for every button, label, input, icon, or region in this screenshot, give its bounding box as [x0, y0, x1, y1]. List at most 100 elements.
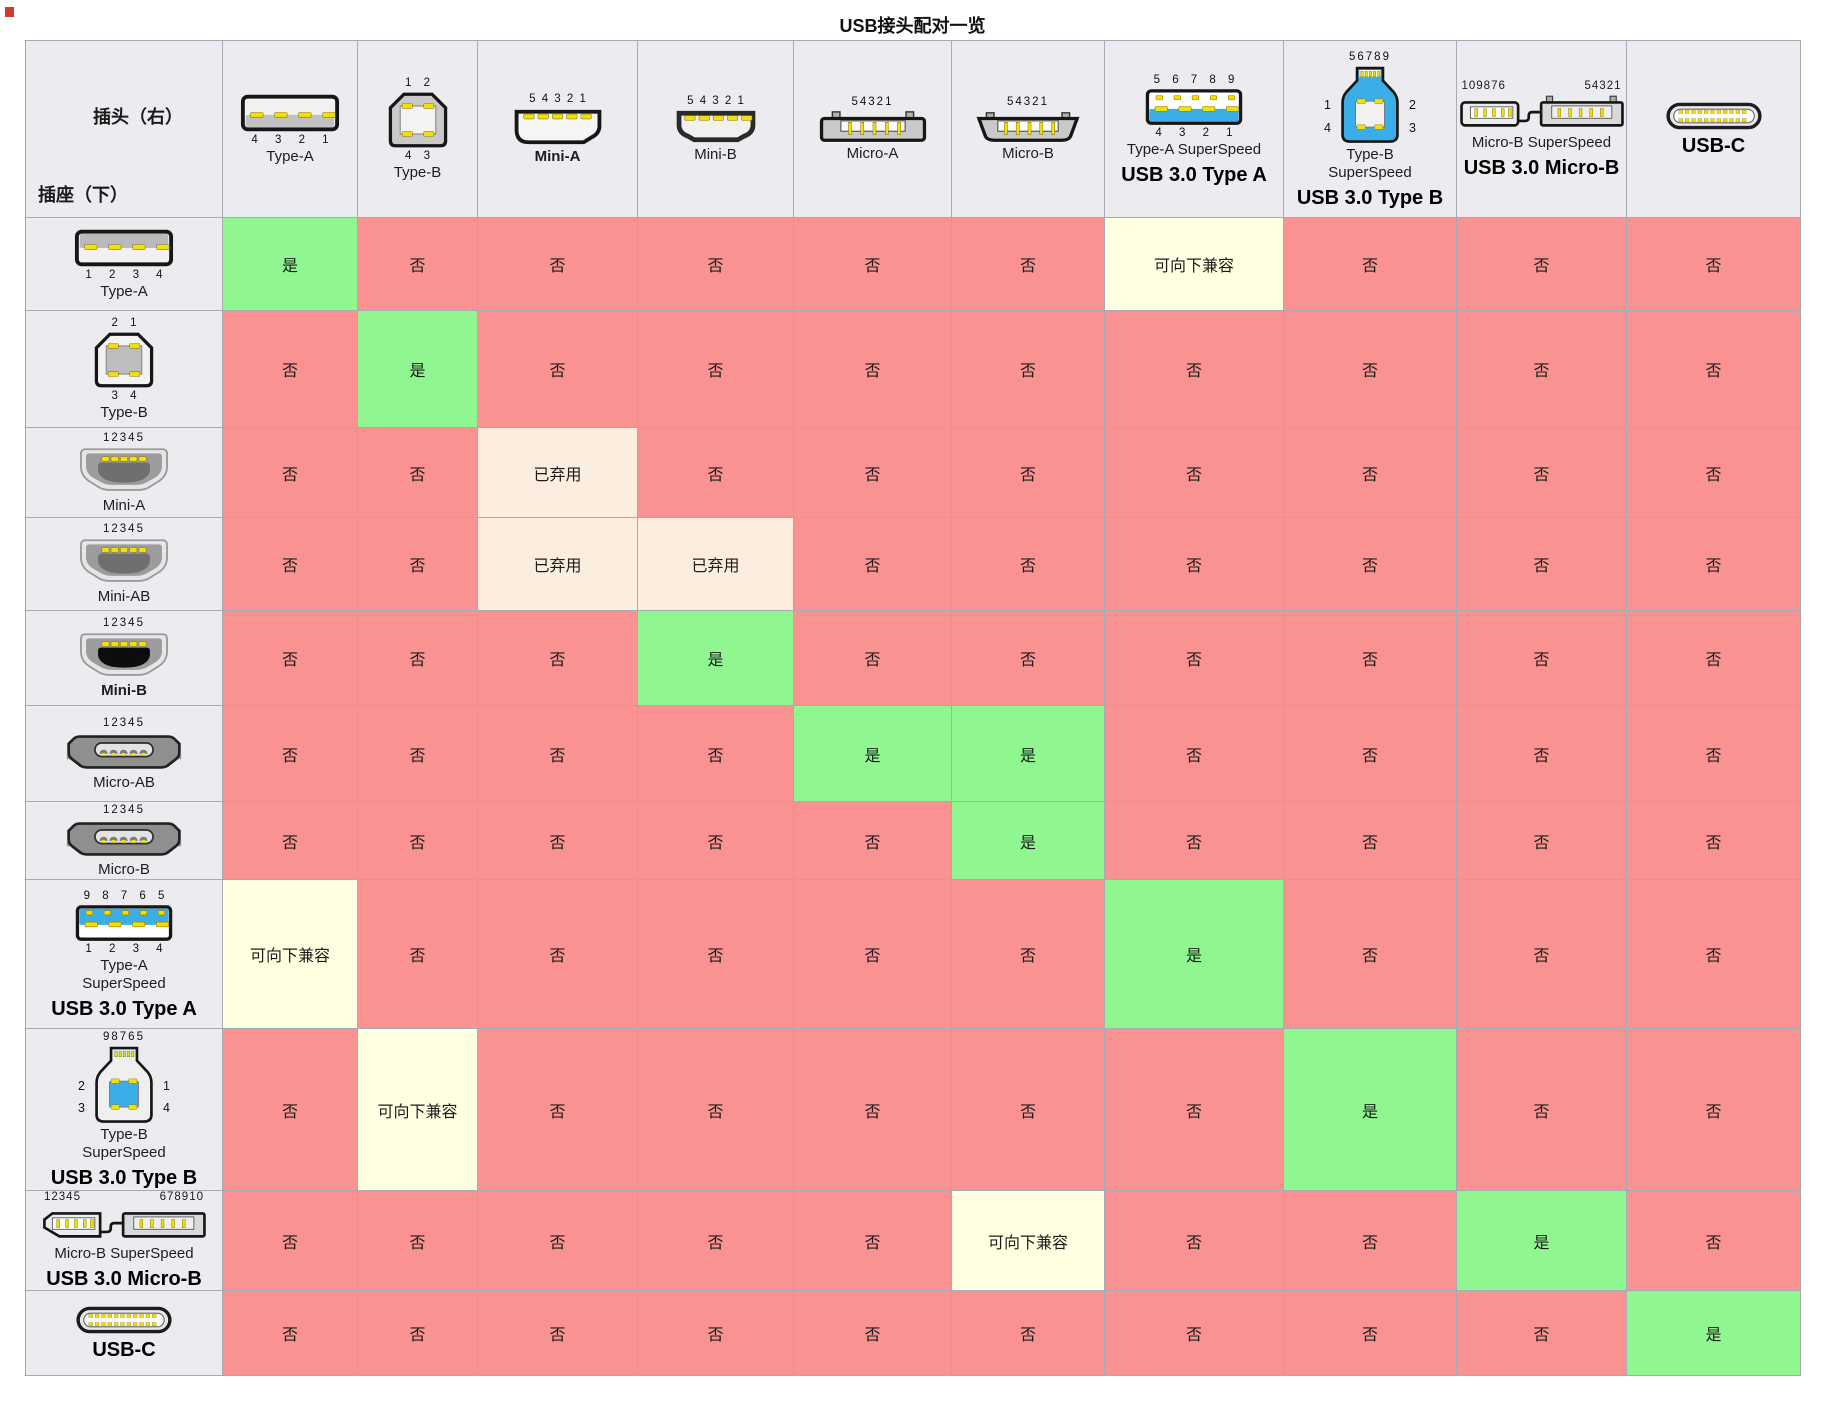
column-header-micro-a-plug: 54321 Micro-A: [793, 40, 952, 218]
cell-mini-a-receptacle-mini-a-plug: 已弃用: [477, 427, 638, 518]
connector-label: Type-A SuperSpeed: [1126, 140, 1262, 158]
pin-numbers-top: 12345: [103, 617, 145, 629]
connector-standard-label: USB-C: [92, 1338, 156, 1361]
cell-micro-ab-receptacle-micro-b-plug: 是: [951, 705, 1105, 802]
cell-micro-ab-receptacle-usb3-micro-b-plug: 否: [1456, 705, 1627, 802]
cell-usb3-micro-b-receptacle-usb3-type-a-plug: 否: [1104, 1190, 1284, 1291]
cell-mini-a-receptacle-micro-b-plug: 否: [951, 427, 1105, 518]
table-row: 98765 2 1 3 4 Type-B SuperSpeed USB 3.0 Ty…: [25, 1028, 1801, 1191]
connector-label: Mini-A: [102, 496, 146, 514]
cell-mini-a-receptacle-usb3-type-b-plug: 否: [1283, 427, 1457, 518]
cell-mini-a-receptacle-type-a-plug: 否: [222, 427, 358, 518]
connector-label: Type-B SuperSpeed: [82, 1126, 166, 1161]
cell-mini-ab-receptacle-type-b-plug: 否: [357, 517, 478, 611]
cell-usb3-type-a-receptacle-micro-b-plug: 否: [951, 879, 1105, 1029]
pin-numbers-left: 12345: [44, 1191, 81, 1203]
cell-usb3-micro-b-receptacle-micro-a-plug: 否: [793, 1190, 952, 1291]
pin-number: 2: [78, 1078, 85, 1093]
micro-ab-receptacle-icon: [65, 731, 183, 773]
pin-numbers-right: 678910: [159, 1191, 204, 1203]
cell-usb3-type-a-receptacle-usb-c-plug: 否: [1626, 879, 1801, 1029]
cell-micro-ab-receptacle-mini-a-plug: 否: [477, 705, 638, 802]
type-b-receptacle-icon: [93, 331, 155, 389]
cell-type-b-receptacle-usb3-type-b-plug: 否: [1283, 310, 1457, 428]
table-row: 12345 Mini-A 否否已弃用否否否否否否否: [25, 427, 1801, 518]
cell-micro-ab-receptacle-usb-c-plug: 否: [1626, 705, 1801, 802]
row-header-micro-ab-receptacle: 12345 Micro-AB: [25, 705, 223, 802]
cell-usb-c-receptacle-mini-b-plug: 否: [637, 1290, 794, 1376]
connector-label: Micro-AB: [93, 773, 155, 791]
cell-mini-a-receptacle-mini-b-plug: 否: [637, 427, 794, 518]
column-header-usb3-type-a-plug: 5 6 7 8 9 4 3 2 1 Type-A SuperSpeed USB 3.…: [1104, 40, 1284, 218]
cell-type-b-receptacle-type-a-plug: 否: [222, 310, 358, 428]
cell-micro-b-receptacle-type-a-plug: 否: [222, 801, 358, 880]
table-row: 2 1 3 4 Type-B 否是否否否否否否否否: [25, 310, 1801, 428]
cell-usb3-micro-b-receptacle-usb3-type-b-plug: 否: [1283, 1190, 1457, 1291]
cell-usb3-type-b-receptacle-usb3-type-a-plug: 否: [1104, 1028, 1284, 1191]
cell-type-b-receptacle-micro-b-plug: 否: [951, 310, 1105, 428]
cell-mini-ab-receptacle-micro-b-plug: 否: [951, 517, 1105, 611]
cell-type-b-receptacle-micro-a-plug: 否: [793, 310, 952, 428]
cell-usb-c-receptacle-type-a-plug: 否: [222, 1290, 358, 1376]
mini-a-receptacle-icon: [77, 446, 171, 496]
table-row: 12345 Micro-B 否否否否否是否否否否: [25, 801, 1801, 880]
cell-usb3-micro-b-receptacle-type-b-plug: 否: [357, 1190, 478, 1291]
cell-mini-a-receptacle-usb-c-plug: 否: [1626, 427, 1801, 518]
cell-usb-c-receptacle-usb3-type-b-plug: 否: [1283, 1290, 1457, 1376]
connector-label: Mini-B: [101, 682, 147, 699]
row-header-usb-c-receptacle: USB-C: [25, 1290, 223, 1376]
mini-a-plug-icon: [512, 107, 604, 147]
pin-numbers-top: 5 4 3 2 1: [687, 95, 744, 107]
connector-standard-label: USB-C: [1681, 134, 1746, 157]
cell-usb3-type-b-receptacle-usb3-type-b-plug: 是: [1283, 1028, 1457, 1191]
cell-mini-b-receptacle-mini-a-plug: 否: [477, 610, 638, 706]
type-a-receptacle-icon: [74, 228, 174, 268]
connector-label: Type-A: [266, 147, 314, 165]
cell-usb3-type-b-receptacle-micro-b-plug: 否: [951, 1028, 1105, 1191]
cell-usb-c-receptacle-micro-a-plug: 否: [793, 1290, 952, 1376]
cell-mini-ab-receptacle-mini-b-plug: 已弃用: [637, 517, 794, 611]
table-row: 12345 Mini-B 否否否是否否否否否否: [25, 610, 1801, 706]
pin-numbers-bottom: 1 2 3 4: [85, 268, 163, 281]
pin-numbers-top: 12345: [103, 431, 145, 444]
connector-standard-label: USB 3.0 Type A: [1121, 163, 1267, 186]
connector-standard-label: USB 3.0 Type B: [1296, 186, 1444, 209]
pin-number: 4: [1324, 120, 1331, 135]
cell-mini-a-receptacle-usb3-micro-b-plug: 否: [1456, 427, 1627, 518]
pin-numbers-top: 109876 54321: [1462, 80, 1622, 92]
column-header-type-a-plug: 4 3 2 1 Type-A: [222, 40, 358, 218]
cell-type-a-receptacle-micro-a-plug: 否: [793, 217, 952, 311]
cell-usb3-type-a-receptacle-type-b-plug: 否: [357, 879, 478, 1029]
column-header-mini-b-plug: 5 4 3 2 1 Mini-B: [637, 40, 794, 218]
table-row: 12345 Mini-AB 否否已弃用 已弃用否否否否否否: [25, 517, 1801, 611]
cell-mini-a-receptacle-usb3-type-a-plug: 否: [1104, 427, 1284, 518]
cell-usb3-type-b-receptacle-micro-a-plug: 否: [793, 1028, 952, 1191]
table-row: 12345 Micro-AB 否否否否是是否否否否: [25, 705, 1801, 802]
cell-type-a-receptacle-mini-b-plug: 否: [637, 217, 794, 311]
usb-compatibility-table: 插头（右） 插座（下） 4 3 2 1 Type-A 1 2 4 3 Type-B 5 …: [25, 40, 1801, 1376]
micro-b-plug-icon: [973, 110, 1083, 144]
column-header-type-b-plug: 1 2 4 3 Type-B: [357, 40, 478, 218]
cell-usb-c-receptacle-mini-a-plug: 否: [477, 1290, 638, 1376]
usb3-type-b-plug-icon: 1 2 4 3: [1323, 65, 1417, 145]
cell-usb3-type-b-receptacle-usb-c-plug: 否: [1626, 1028, 1801, 1191]
column-header-usb3-micro-b-plug: 109876 54321 Micro-B SuperSpeed USB 3.0 M…: [1456, 40, 1627, 218]
connector-label: Mini-A: [534, 148, 581, 165]
pin-numbers-top: 54321: [1007, 96, 1049, 108]
cell-usb3-micro-b-receptacle-micro-b-plug: 可向下兼容: [951, 1190, 1105, 1291]
cell-usb3-type-b-receptacle-type-b-plug: 可向下兼容: [357, 1028, 478, 1191]
cell-usb3-type-a-receptacle-usb3-micro-b-plug: 否: [1456, 879, 1627, 1029]
connector-label: Type-B: [100, 404, 148, 421]
pin-numbers-top: 12345 678910: [44, 1191, 204, 1203]
mini-b-plug-icon: [674, 109, 758, 145]
column-header-usb-c-plug: USB-C: [1626, 40, 1801, 218]
table-header: 插头（右） 插座（下） 4 3 2 1 Type-A 1 2 4 3 Type-B 5 …: [25, 40, 1801, 218]
cell-type-a-receptacle-usb3-type-b-plug: 否: [1283, 217, 1457, 311]
cell-type-b-receptacle-mini-b-plug: 否: [637, 310, 794, 428]
cell-type-a-receptacle-usb3-type-a-plug: 可向下兼容: [1104, 217, 1284, 311]
usb3-type-a-plug-icon: [1144, 88, 1244, 126]
cell-micro-b-receptacle-mini-b-plug: 否: [637, 801, 794, 880]
pin-numbers-top: 5 4 3 2 1: [529, 93, 586, 105]
cell-mini-ab-receptacle-mini-a-plug: 已弃用: [477, 517, 638, 611]
cell-mini-b-receptacle-usb3-micro-b-plug: 否: [1456, 610, 1627, 706]
